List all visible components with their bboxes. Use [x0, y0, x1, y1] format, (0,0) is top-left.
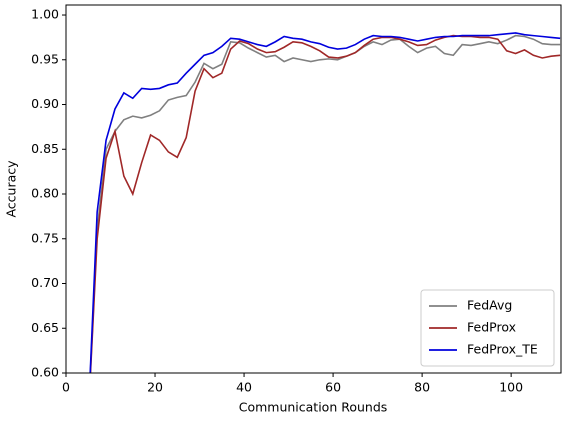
legend-label: FedProx_TE	[467, 342, 538, 357]
legend-label: FedAvg	[467, 298, 512, 313]
x-tick-label: 100	[499, 380, 523, 395]
y-tick-label: 0.95	[31, 51, 59, 66]
plot-frame	[65, 4, 562, 374]
legend-box	[420, 289, 555, 367]
x-tick-label: 0	[62, 380, 70, 395]
x-axis-label: Communication Rounds	[239, 400, 388, 415]
plot-lines	[89, 32, 561, 373]
x-tick-label: 80	[414, 380, 430, 395]
series-line	[89, 32, 561, 373]
y-tick-label: 0.70	[31, 275, 59, 290]
y-tick-label: 0.90	[31, 96, 59, 111]
y-tick-label: 0.75	[31, 230, 59, 245]
series-line	[89, 34, 561, 373]
x-tick-label: 20	[147, 380, 163, 395]
y-axis-label: Accuracy	[4, 160, 19, 218]
legend-label: FedProx	[467, 320, 516, 335]
y-tick-label: 0.60	[31, 365, 59, 380]
y-tick-label: 0.85	[31, 141, 59, 156]
y-tick-label: 1.00	[31, 7, 59, 22]
y-tick-label: 0.65	[31, 320, 59, 335]
x-tick-label: 60	[325, 380, 341, 395]
series-line	[89, 34, 561, 373]
x-tick-label: 40	[236, 380, 252, 395]
y-tick-label: 0.80	[31, 186, 59, 201]
